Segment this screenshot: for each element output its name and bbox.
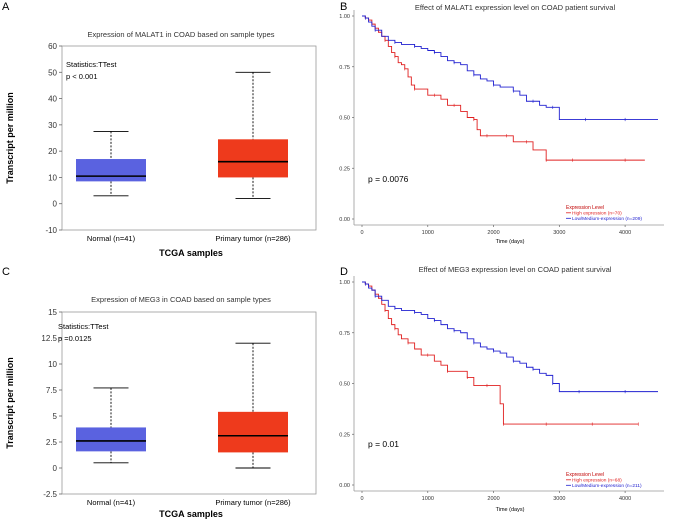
y-tick-label: 60 bbox=[48, 42, 57, 51]
x-category-label: Primary tumor (n=286) bbox=[215, 498, 291, 507]
x-tick-label: 4000 bbox=[619, 496, 631, 502]
y-tick-label: 0.00 bbox=[339, 217, 350, 223]
legend-title: Expression Level bbox=[566, 205, 604, 211]
survival-curve-high-expression-n-68 bbox=[362, 281, 639, 425]
legend-entry: Low/Medium-expression (n=209) bbox=[572, 216, 642, 222]
y-tick-label: 0.00 bbox=[339, 483, 350, 489]
chart-title: Expression of MEG3 in COAD based on samp… bbox=[91, 295, 271, 304]
y-tick-label: 12.5 bbox=[41, 334, 57, 343]
survival-plot-malat1: Effect of MALAT1 expression level on COA… bbox=[339, 3, 664, 245]
survival-curve-low-medium-expression-n-209 bbox=[362, 15, 658, 120]
y-axis-label: Transcript per million bbox=[5, 92, 15, 184]
panel-label-b: B bbox=[340, 1, 348, 13]
y-tick-label: -2.5 bbox=[43, 490, 57, 499]
legend-entry: Low/Medium-expression (n=211) bbox=[572, 483, 642, 489]
box-plot-meg3: Expression of MEG3 in COAD based on samp… bbox=[5, 295, 317, 519]
panel-label-d: D bbox=[340, 266, 348, 278]
p-value-label: p = 0.0076 bbox=[368, 174, 409, 184]
box-plot-malat1: Expression of MALAT1 in COAD based on sa… bbox=[5, 30, 317, 258]
x-tick-label: 3000 bbox=[553, 496, 565, 502]
panel-c: C Expression of MEG3 in COAD based on sa… bbox=[0, 262, 338, 524]
box-primary-tumor-n-286 bbox=[218, 411, 288, 453]
y-tick-label: 30 bbox=[48, 121, 57, 130]
x-axis-label: Time (days) bbox=[496, 239, 525, 245]
y-tick-label: 0.25 bbox=[339, 166, 350, 172]
panel-a: A Expression of MALAT1 in COAD based on … bbox=[0, 0, 338, 262]
y-tick-label: 0 bbox=[53, 200, 58, 209]
x-category-label: Primary tumor (n=286) bbox=[215, 234, 291, 243]
y-tick-label: 20 bbox=[48, 147, 57, 156]
y-tick-label: 15 bbox=[48, 308, 57, 317]
y-tick-label: 10 bbox=[48, 360, 57, 369]
panel-label-a: A bbox=[2, 1, 10, 13]
statistics-label: Statistics:TTest bbox=[66, 60, 117, 69]
x-tick-label: 4000 bbox=[619, 230, 631, 236]
legend-title: Expression Level bbox=[566, 472, 604, 478]
survival-plot-meg3: Effect of MEG3 expression level on COAD … bbox=[339, 265, 664, 513]
y-tick-label: 0.25 bbox=[339, 432, 350, 438]
y-tick-label: 0.50 bbox=[339, 116, 350, 122]
y-tick-label: 0.50 bbox=[339, 382, 350, 388]
y-tick-label: 50 bbox=[48, 68, 57, 77]
y-tick-label: 2.5 bbox=[46, 438, 58, 447]
x-axis-label: Time (days) bbox=[496, 507, 525, 513]
y-tick-label: 1.00 bbox=[339, 280, 350, 286]
x-category-label: Normal (n=41) bbox=[87, 234, 136, 243]
legend-entry: High expression (n=68) bbox=[572, 478, 622, 484]
y-tick-label: 10 bbox=[48, 173, 57, 182]
p-value-label: p = 0.01 bbox=[368, 439, 399, 449]
chart-title: Expression of MALAT1 in COAD based on sa… bbox=[87, 30, 274, 39]
panel-d: D Effect of MEG3 expression level on COA… bbox=[338, 262, 677, 524]
y-tick-label: 1.00 bbox=[339, 14, 350, 20]
y-tick-label: 7.5 bbox=[46, 386, 58, 395]
chart-title: Effect of MALAT1 expression level on COA… bbox=[415, 3, 616, 12]
x-tick-label: 3000 bbox=[553, 230, 565, 236]
box-normal-n-41 bbox=[76, 427, 146, 452]
x-tick-label: 1000 bbox=[422, 230, 434, 236]
y-axis-label: Transcript per million bbox=[5, 357, 15, 449]
panel-label-c: C bbox=[2, 266, 10, 278]
x-axis-label: TCGA samples bbox=[159, 248, 223, 258]
box-primary-tumor-n-286 bbox=[218, 139, 288, 178]
y-tick-label: 0.75 bbox=[339, 65, 350, 71]
panel-b: B Effect of MALAT1 expression level on C… bbox=[338, 0, 677, 262]
p-value-label: p =0.0125 bbox=[58, 334, 92, 343]
p-value-label: p < 0.001 bbox=[66, 72, 98, 81]
x-axis-label: TCGA samples bbox=[159, 509, 223, 519]
survival-curve-high-expression-n-70 bbox=[362, 15, 645, 161]
x-tick-label: 0 bbox=[360, 496, 363, 502]
y-tick-label: 0 bbox=[53, 464, 58, 473]
x-tick-label: 2000 bbox=[487, 496, 499, 502]
box-normal-n-41 bbox=[76, 159, 146, 182]
plot-frame bbox=[61, 311, 317, 495]
x-tick-label: 0 bbox=[360, 230, 363, 236]
x-tick-label: 1000 bbox=[422, 496, 434, 502]
y-tick-label: 40 bbox=[48, 95, 57, 104]
y-tick-label: 5 bbox=[53, 412, 58, 421]
y-tick-label: -10 bbox=[45, 226, 57, 235]
statistics-label: Statistics:TTest bbox=[58, 322, 109, 331]
plot-frame bbox=[61, 45, 317, 231]
survival-curve-low-medium-expression-n-211 bbox=[362, 281, 658, 393]
x-category-label: Normal (n=41) bbox=[87, 498, 136, 507]
x-tick-label: 2000 bbox=[487, 230, 499, 236]
chart-title: Effect of MEG3 expression level on COAD … bbox=[419, 265, 612, 274]
y-tick-label: 0.75 bbox=[339, 331, 350, 337]
legend-entry: High expression (n=70) bbox=[572, 211, 622, 217]
